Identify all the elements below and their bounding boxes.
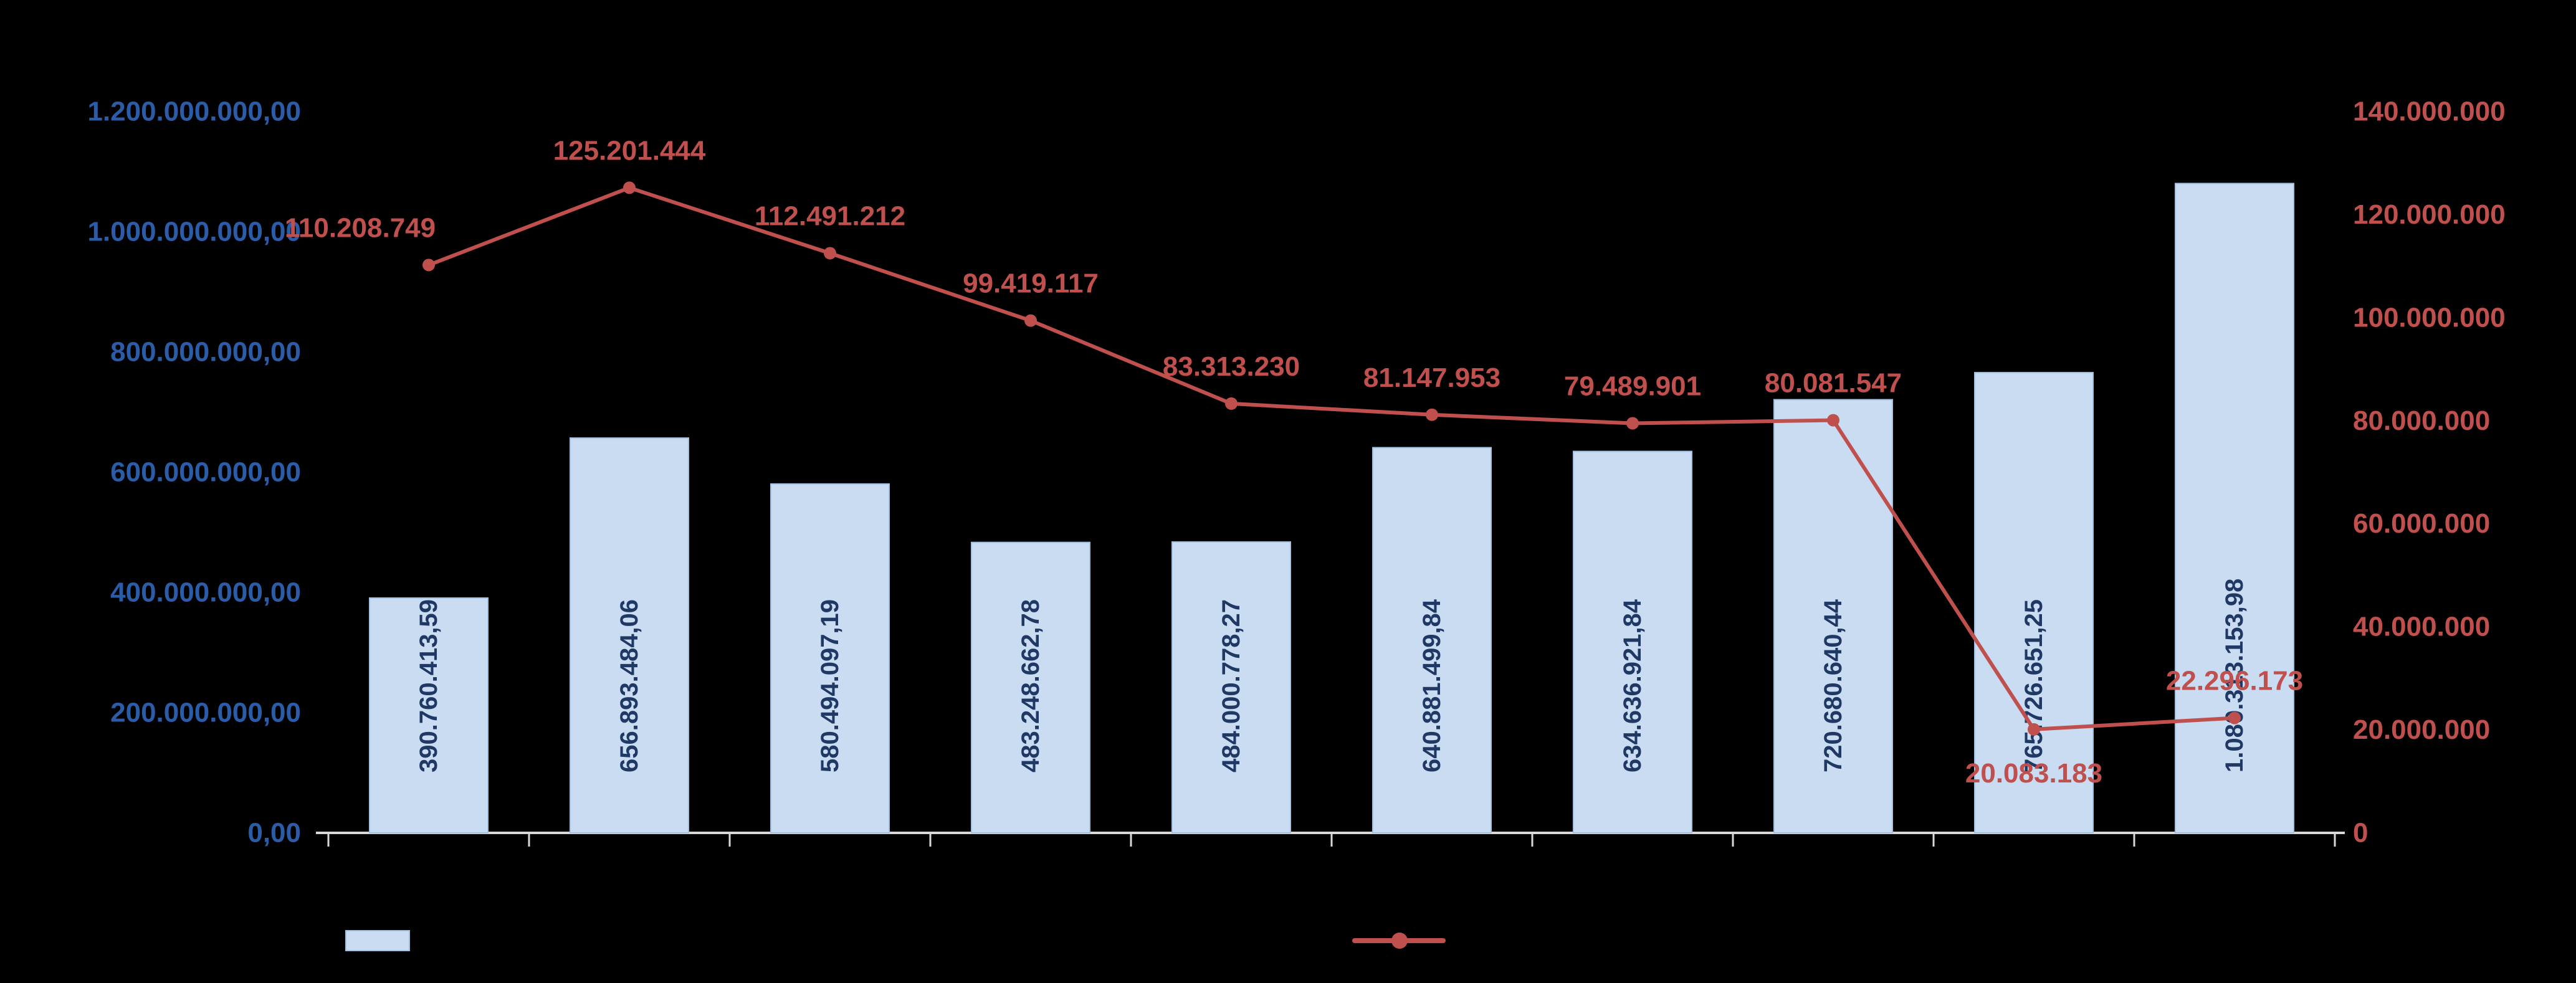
- bar-value-label: 656.893.484,06: [616, 599, 643, 772]
- right-axis-tick-label: 40.000.000: [2353, 612, 2490, 642]
- line-value-label: 125.201.444: [553, 135, 706, 166]
- bar: [1573, 450, 1692, 833]
- line-series-path: [427, 186, 2235, 731]
- line-marker: [2028, 723, 2040, 736]
- bar-value-label: 390.760.413,59: [415, 599, 442, 772]
- line-series-marker-icon: [1391, 933, 1408, 949]
- left-axis-tick-label: 1.000.000.000,00: [87, 217, 301, 247]
- line-series-swatch-icon: [1352, 933, 1446, 949]
- legend-item-bar-series: [345, 922, 421, 959]
- bar-series-swatch-icon: [345, 930, 410, 951]
- line-marker: [824, 247, 836, 260]
- line-value-label: 112.491.212: [755, 201, 905, 232]
- line-marker: [1626, 417, 1639, 430]
- bar-value-label: 640.881.499,84: [1418, 599, 1446, 772]
- bar-value-label: 720.680.640,44: [1820, 599, 1847, 772]
- line-marker: [1426, 408, 1438, 421]
- line-value-label: 99.419.117: [963, 268, 1099, 299]
- line-marker: [422, 259, 435, 272]
- left-axis-tick-label: 400.000.000,00: [110, 577, 301, 608]
- line-marker: [1024, 314, 1037, 327]
- line-marker: [2228, 711, 2241, 724]
- right-axis-tick-label: 20.000.000: [2353, 715, 2490, 745]
- bar: [1773, 399, 1893, 833]
- chart-legend: [0, 922, 2576, 966]
- bar: [369, 597, 489, 833]
- line-value-label: 83.313.230: [1163, 351, 1300, 382]
- right-axis-tick-label: 100.000.000: [2353, 302, 2506, 333]
- bar: [1372, 447, 1492, 833]
- right-axis-tick-label: 0: [2353, 818, 2368, 848]
- left-axis-tick-label: 600.000.000,00: [110, 457, 301, 488]
- right-axis-tick-label: 60.000.000: [2353, 508, 2490, 539]
- line-value-label: 80.081.547: [1765, 368, 1902, 399]
- bar: [570, 437, 689, 833]
- line-value-label: 22.296.173: [2166, 666, 2303, 696]
- bar-value-label: 765.726.651,25: [2020, 599, 2048, 772]
- left-axis-tick-label: 0,00: [247, 818, 301, 848]
- line-value-label: 81.147.953: [1363, 363, 1500, 393]
- bar-value-label: 580.494.097,19: [816, 599, 844, 772]
- legend-item-line-series: [1352, 922, 1457, 959]
- bar-value-label: 483.248.662,78: [1017, 599, 1044, 772]
- left-axis-tick-label: 200.000.000,00: [110, 698, 301, 728]
- bar: [770, 483, 890, 833]
- bar: [2175, 183, 2294, 833]
- line-value-label: 79.489.901: [1564, 371, 1701, 402]
- right-axis-tick-label: 80.000.000: [2353, 406, 2490, 436]
- line-value-label: 20.083.183: [1965, 758, 2102, 789]
- bar-value-label: 1.080.313.153,98: [2221, 579, 2248, 772]
- bar: [971, 541, 1090, 833]
- bar: [1974, 372, 2094, 833]
- line-marker: [1827, 414, 1839, 427]
- line-marker: [1225, 397, 1238, 410]
- right-axis-tick-label: 140.000.000: [2353, 97, 2506, 127]
- bar: [1171, 541, 1291, 834]
- left-axis-tick-label: 800.000.000,00: [110, 337, 301, 368]
- bar-value-label: 634.636.921,84: [1619, 599, 1646, 772]
- bar-value-label: 484.000.778,27: [1218, 599, 1245, 772]
- line-marker: [623, 181, 636, 194]
- left-axis-tick-label: 1.200.000.000,00: [87, 97, 301, 127]
- line-value-label: 110.208.749: [285, 212, 436, 243]
- right-axis-tick-label: 120.000.000: [2353, 199, 2506, 230]
